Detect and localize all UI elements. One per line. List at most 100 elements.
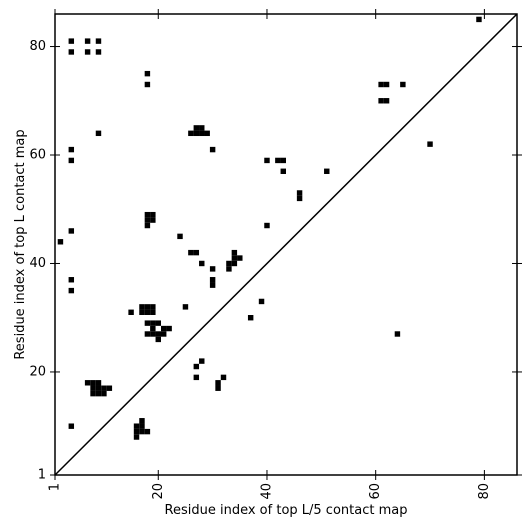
contact-point <box>57 239 64 245</box>
y-tick-label: 60 <box>29 148 46 163</box>
contact-point <box>133 423 140 429</box>
contact-point <box>68 49 75 55</box>
contact-point <box>95 130 102 137</box>
plot-frame <box>54 13 518 476</box>
contact-point <box>400 81 406 88</box>
contact-point <box>220 374 227 381</box>
contact-point <box>139 304 145 310</box>
contact-point <box>133 428 140 435</box>
contact-point <box>264 157 270 164</box>
y-axis-label: Residue index of top L contact map <box>13 129 28 359</box>
contact-point <box>139 309 145 315</box>
contact-point <box>427 141 433 147</box>
contact-point <box>95 385 102 391</box>
x-tick-label: 20 <box>151 483 166 500</box>
contact-point <box>383 81 390 88</box>
contact-point <box>193 374 200 381</box>
contact-point <box>68 146 75 153</box>
contact-point <box>144 81 151 88</box>
contact-point <box>378 81 384 88</box>
contact-point <box>160 325 167 332</box>
contact-point <box>199 358 205 364</box>
contact-point <box>144 217 151 223</box>
contact-point <box>226 260 232 267</box>
contact-point <box>90 385 96 391</box>
contact-point <box>394 331 401 337</box>
contact-point <box>84 49 91 55</box>
contact-point <box>209 266 216 272</box>
contact-point <box>476 16 482 23</box>
x-tick-label: 60 <box>368 483 383 500</box>
contact-point <box>193 130 200 137</box>
contact-point <box>144 320 151 326</box>
contact-point <box>215 380 221 386</box>
x-tick-label: 40 <box>259 483 274 500</box>
contact-point <box>101 390 107 397</box>
contact-point <box>258 298 265 305</box>
contact-point <box>155 320 161 326</box>
contact-point <box>84 380 91 386</box>
contact-point <box>247 315 254 321</box>
contact-point <box>95 38 102 44</box>
contact-point <box>204 130 210 137</box>
contact-point <box>68 277 75 283</box>
contact-point <box>90 390 96 397</box>
contact-point <box>280 157 286 164</box>
contact-point <box>275 157 281 164</box>
contact-point <box>144 70 151 77</box>
contact-point <box>144 304 151 310</box>
contact-point <box>199 130 205 137</box>
contact-point <box>280 168 286 174</box>
contact-point <box>90 380 96 386</box>
contact-point <box>139 428 145 435</box>
contact-point <box>237 255 243 261</box>
contact-point <box>150 325 156 332</box>
contact-point <box>193 249 200 256</box>
contact-point <box>231 255 238 261</box>
y-tick-label: 1 <box>38 468 46 483</box>
contact-point <box>150 309 156 315</box>
y-tick-label: 80 <box>29 39 46 54</box>
contact-point <box>199 260 205 267</box>
contact-point <box>231 249 238 256</box>
contact-point <box>188 130 194 137</box>
contact-point <box>324 168 330 174</box>
contact-point <box>160 331 167 337</box>
contact-point <box>139 423 145 429</box>
contact-point <box>383 98 390 104</box>
contact-point <box>139 418 145 424</box>
contact-point <box>150 211 156 218</box>
data-points <box>57 16 482 440</box>
y-tick-label: 40 <box>29 256 46 271</box>
contact-point <box>101 385 107 391</box>
contact-point <box>231 260 238 267</box>
contact-point <box>296 195 303 202</box>
contact-point <box>150 320 156 326</box>
contact-point <box>68 423 75 429</box>
x-tick-label: 1 <box>48 483 63 491</box>
contact-point <box>193 125 200 131</box>
contact-point <box>68 157 75 164</box>
contact-point <box>155 336 161 343</box>
contact-point <box>68 228 75 234</box>
contact-point <box>209 146 216 153</box>
contact-point <box>209 277 216 283</box>
contact-point <box>226 266 232 272</box>
contact-point <box>378 98 384 104</box>
contact-point <box>68 38 75 44</box>
contact-point <box>150 331 156 337</box>
contact-point <box>209 282 216 288</box>
contact-point <box>144 428 151 435</box>
contact-point <box>144 222 151 229</box>
y-tick-label: 20 <box>29 364 46 379</box>
contact-point <box>128 309 134 315</box>
y-tick-labels: 1 20 40 60 80 <box>29 39 46 482</box>
contact-point <box>215 385 221 391</box>
contact-point <box>155 331 161 337</box>
diagonal-line <box>54 13 518 476</box>
contact-point <box>144 211 151 218</box>
x-tick-labels: 1 20 40 60 80 <box>48 483 492 500</box>
contact-point <box>95 390 102 397</box>
contact-point <box>150 304 156 310</box>
contact-point <box>68 287 75 294</box>
